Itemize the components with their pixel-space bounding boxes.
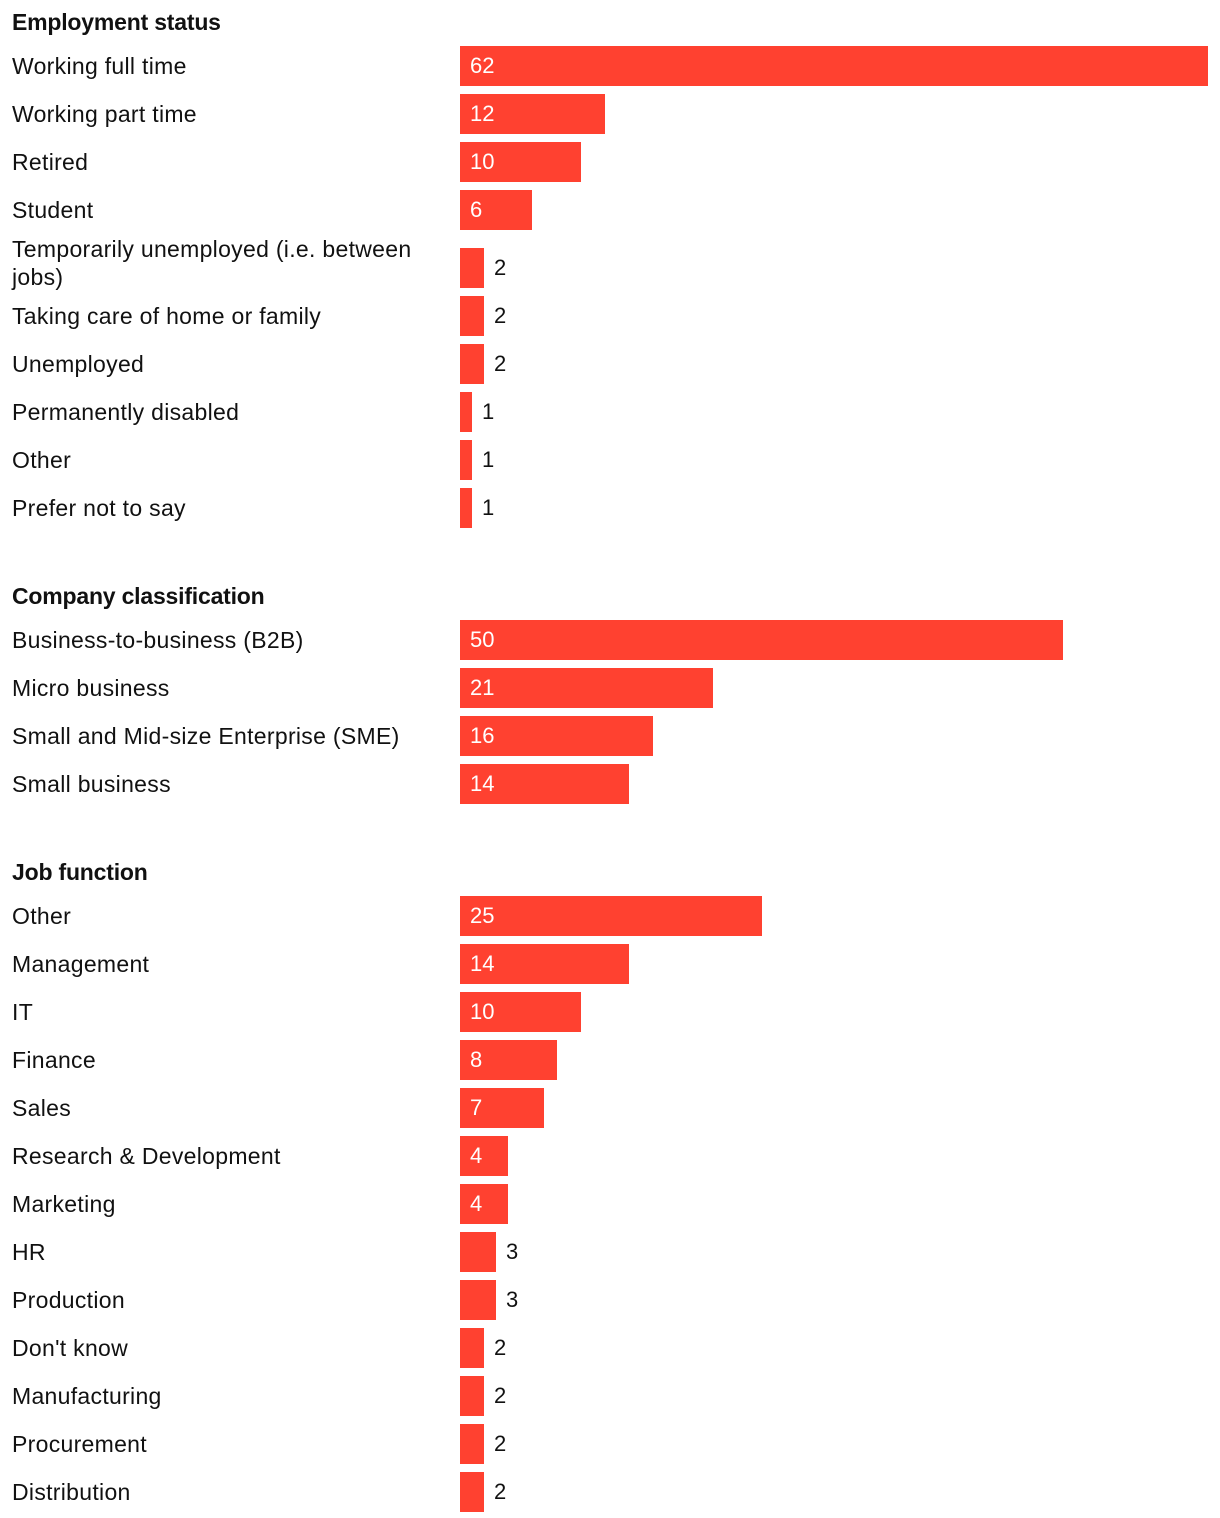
- category-label: Marketing: [12, 1191, 116, 1217]
- bar: [460, 440, 472, 480]
- employment-status-title: Employment status: [12, 9, 221, 35]
- value-label: 1: [482, 495, 495, 520]
- bar: [460, 1088, 544, 1128]
- bar: [460, 764, 629, 804]
- value-label: 10: [470, 999, 495, 1024]
- value-label: 2: [494, 303, 507, 328]
- bar: [460, 1328, 484, 1368]
- value-label: 2: [494, 255, 507, 280]
- bar: [460, 1376, 484, 1416]
- value-label: 62: [470, 53, 495, 78]
- bar: [460, 1424, 484, 1464]
- bar: [460, 1472, 484, 1512]
- category-label: Production: [12, 1287, 125, 1313]
- value-label: 8: [470, 1047, 483, 1072]
- bar: [460, 1280, 496, 1320]
- company-classification-title: Company classification: [12, 583, 265, 609]
- bar: [460, 344, 484, 384]
- category-label: Procurement: [12, 1431, 147, 1457]
- category-label: Research & Development: [12, 1143, 281, 1169]
- value-label: 14: [470, 951, 495, 976]
- value-label: 10: [470, 149, 495, 174]
- bar: [460, 1232, 496, 1272]
- value-label: 4: [470, 1191, 483, 1216]
- category-label: Small and Mid-size Enterprise (SME): [12, 723, 400, 749]
- value-label: 2: [494, 351, 507, 376]
- bar: [460, 392, 472, 432]
- value-label: 25: [470, 903, 495, 928]
- category-label: Permanently disabled: [12, 399, 240, 425]
- value-label: 7: [470, 1095, 483, 1120]
- value-label: 6: [470, 197, 483, 222]
- category-label: Working full time: [12, 53, 187, 79]
- bar: [460, 944, 629, 984]
- category-label: Micro business: [12, 675, 170, 701]
- value-label: 2: [494, 1383, 507, 1408]
- bar: [460, 1184, 508, 1224]
- bar: [460, 716, 653, 756]
- value-label: 1: [482, 399, 495, 424]
- bar: [460, 142, 581, 182]
- category-label: Working part time: [12, 101, 197, 127]
- value-label: 4: [470, 1143, 483, 1168]
- category-label: Management: [12, 951, 150, 977]
- value-label: 21: [470, 675, 495, 700]
- bar: [460, 488, 472, 528]
- value-label: 50: [470, 627, 495, 652]
- category-label: IT: [12, 999, 34, 1025]
- value-label: 2: [494, 1431, 507, 1456]
- bar: [460, 896, 762, 936]
- category-label: Unemployed: [12, 351, 145, 377]
- category-label: Taking care of home or family: [12, 303, 322, 329]
- bar: [460, 296, 484, 336]
- category-label: Student: [12, 197, 94, 223]
- value-label: 2: [494, 1335, 507, 1360]
- value-label: 2: [494, 1479, 507, 1504]
- bar: [460, 992, 581, 1032]
- category-label: Other: [12, 903, 72, 929]
- value-label: 1: [482, 447, 495, 472]
- category-label: Finance: [12, 1047, 96, 1073]
- category-label: Manufacturing: [12, 1383, 162, 1409]
- value-label: 3: [506, 1287, 519, 1312]
- value-label: 3: [506, 1239, 519, 1264]
- bar: [460, 248, 484, 288]
- bar: [460, 46, 1208, 86]
- job-function-title: Job function: [12, 859, 148, 885]
- bar: [460, 94, 605, 134]
- value-label: 14: [470, 771, 495, 796]
- value-label: 16: [470, 723, 495, 748]
- category-label: Other: [12, 447, 72, 473]
- category-label: Business-to-business (B2B): [12, 627, 304, 653]
- category-label: Retired: [12, 149, 89, 175]
- bar: [460, 620, 1063, 660]
- category-label: Distribution: [12, 1479, 131, 1505]
- category-label: Sales: [12, 1095, 72, 1121]
- category-label: Prefer not to say: [12, 495, 186, 521]
- bar: [460, 668, 713, 708]
- bar: [460, 190, 532, 230]
- category-label: HR: [12, 1239, 46, 1265]
- category-label: Don't know: [12, 1335, 129, 1361]
- bar: [460, 1040, 557, 1080]
- bar: [460, 1136, 508, 1176]
- category-label: Temporarily unemployed (i.e. between job…: [12, 236, 412, 290]
- category-label: Small business: [12, 771, 171, 797]
- value-label: 12: [470, 101, 495, 126]
